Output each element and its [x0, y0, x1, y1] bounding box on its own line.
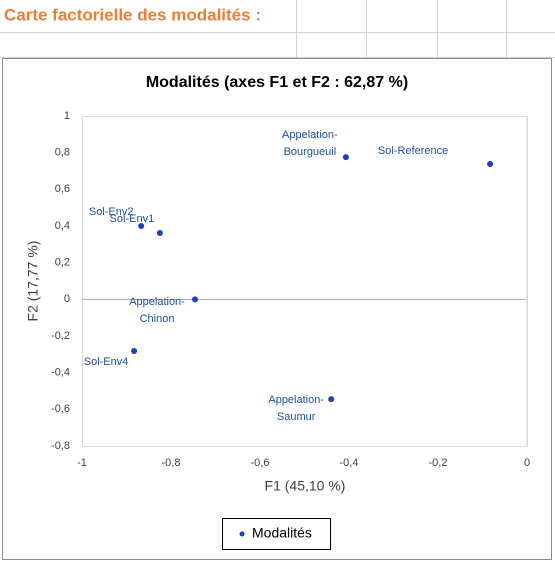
point-label: Sol-Env1 — [110, 213, 155, 225]
point — [156, 229, 163, 236]
y-axis-label: F2 (17,77 %) — [25, 241, 41, 322]
point — [138, 223, 145, 229]
y-tick-label: -0,4 — [51, 367, 70, 379]
point — [192, 296, 199, 303]
y-tick-label: 0,6 — [55, 183, 70, 195]
y-tick-label: -0,2 — [51, 330, 70, 342]
y-tick-label: 0,2 — [55, 257, 70, 269]
point-label: Appelation- — [129, 296, 185, 308]
point — [487, 161, 494, 168]
x-tick-label: -1 — [77, 457, 87, 469]
y-tick-label: 0,4 — [55, 220, 70, 232]
sheet-grid — [0, 0, 555, 58]
x-tick-label: -0,8 — [162, 457, 181, 469]
x-tick-label: -0,4 — [340, 457, 359, 469]
point-label: Appelation- — [282, 129, 338, 141]
point-label: Appelation- — [268, 394, 324, 406]
x-axis-label: F1 (45,10 %) — [265, 478, 346, 494]
point-label: Sol-Env2 — [89, 206, 134, 218]
chart-title: Modalités (axes F1 et F2 : 62,87 %) — [146, 74, 408, 91]
point — [131, 348, 138, 355]
point-label: Chinon — [140, 313, 175, 325]
point — [328, 396, 335, 403]
legend-label: Modalités — [252, 525, 312, 541]
y-tick-label: 0,8 — [55, 147, 70, 159]
x-tick-label: -0,6 — [251, 457, 270, 469]
point-label: Sol-Env4 — [84, 356, 129, 368]
sheet-title: Carte factorielle des modalités : — [4, 5, 261, 24]
legend-marker — [239, 531, 245, 537]
point-label: Bourgueuil — [284, 146, 337, 158]
point-label: Sol-Reference — [378, 145, 448, 157]
chart-area — [2, 58, 552, 560]
x-tick-label: -0,2 — [429, 457, 448, 469]
x-tick-label: 0 — [524, 457, 530, 469]
y-tick-label: -0,8 — [51, 440, 70, 452]
y-tick-label: 0 — [64, 293, 70, 305]
y-tick-label: -0,6 — [51, 403, 70, 415]
point — [342, 154, 349, 161]
point-label: Saumur — [277, 411, 316, 423]
y-tick-label: 1 — [64, 110, 70, 122]
